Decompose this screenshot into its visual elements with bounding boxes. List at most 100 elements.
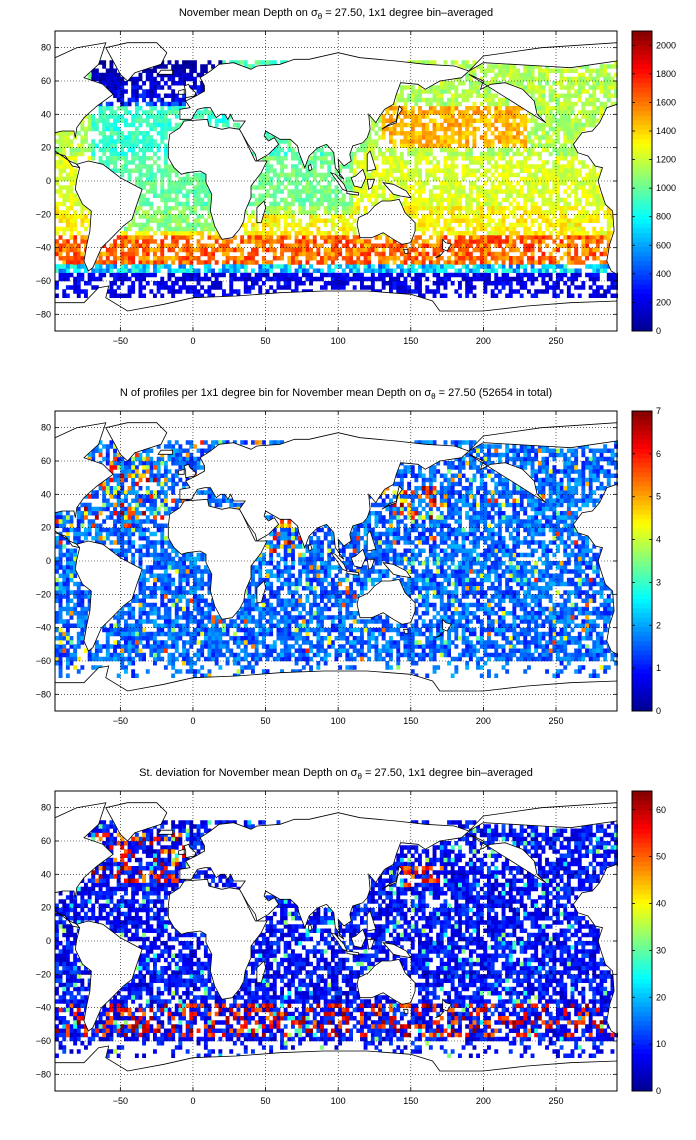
- coastlines: [54, 802, 618, 1092]
- colorbar-segment: [632, 922, 652, 928]
- colorbar-segment: [632, 204, 652, 210]
- colorbar-segment: [632, 800, 652, 806]
- landmass: [356, 958, 416, 1005]
- colorbar-segment: [632, 978, 652, 984]
- colorbar-segment: [632, 668, 652, 674]
- colorbar-segment: [632, 701, 652, 707]
- colorbar-segment: [632, 40, 652, 46]
- colorbar-segment: [632, 584, 652, 590]
- data-cells: [84, 264, 593, 273]
- landmass: [435, 630, 445, 639]
- colorbar-segment: [632, 626, 652, 632]
- colorbar-segment: [632, 176, 652, 182]
- colorbar-segment: [632, 166, 652, 173]
- colorbar-segment: [632, 476, 652, 482]
- colorbar-segment: [632, 687, 652, 693]
- title-prefix: November mean Depth on: [179, 7, 311, 19]
- colorbar-segment: [632, 1048, 652, 1054]
- data-cells: [55, 440, 618, 678]
- x-tick-label: 200: [476, 336, 491, 346]
- x-tick-label: 0: [190, 336, 195, 346]
- colorbar-segment: [632, 429, 652, 435]
- x-tick-label: 0: [190, 1096, 195, 1106]
- colorbar-tick-label: 200: [656, 297, 671, 307]
- x-tick-label: 250: [548, 336, 563, 346]
- colorbar-segment: [632, 856, 652, 862]
- colorbar-tick-label: 1600: [656, 97, 676, 107]
- colorbar-segment: [632, 96, 652, 102]
- colorbar-segment: [632, 77, 652, 83]
- heatmap-cells: [55, 440, 618, 678]
- colorbar-segment: [632, 523, 652, 529]
- colorbar-segment: [632, 880, 652, 886]
- colorbar-segment: [632, 556, 652, 562]
- grid: [55, 411, 617, 711]
- colorbar-frame: [631, 30, 653, 332]
- colorbar-tick-label: 10: [656, 1039, 666, 1049]
- y-tick-label: −40: [36, 623, 51, 633]
- colorbar-segment: [632, 837, 652, 843]
- heatmap-cells: [55, 60, 619, 298]
- landmass: [382, 942, 412, 959]
- colorbar-segment: [632, 645, 652, 651]
- y-tick-label: 40: [41, 869, 51, 879]
- colorbar-segment: [632, 457, 652, 463]
- landmass: [105, 42, 168, 82]
- landmass: [402, 628, 409, 634]
- colorbar-segment: [632, 570, 652, 576]
- x-tick-label: 250: [548, 1096, 563, 1106]
- colorbar-segment: [632, 607, 652, 613]
- colorbar-segment: [632, 593, 652, 599]
- landmass: [402, 248, 409, 254]
- colorbar-segment: [632, 481, 652, 487]
- colorbar-segment: [632, 936, 652, 942]
- landmass: [435, 1010, 445, 1019]
- colorbar-segment: [632, 1081, 652, 1087]
- colorbar-segment: [632, 528, 652, 534]
- colorbar-segment: [632, 945, 652, 951]
- colorbar-segment: [632, 307, 652, 313]
- colorbar-segment: [632, 598, 652, 604]
- colorbar-segment: [632, 443, 652, 449]
- colorbar-segment: [632, 232, 652, 238]
- colorbar-segment: [632, 917, 652, 923]
- data-cells: [98, 60, 223, 65]
- colorbar-segment: [632, 912, 652, 918]
- landmass: [167, 118, 268, 240]
- colorbar-segment: [632, 514, 652, 520]
- colorbar-segment: [632, 926, 652, 933]
- y-tick-label: 0: [46, 936, 51, 946]
- landmass: [468, 802, 618, 1035]
- colorbar-tick-label: 30: [656, 945, 666, 955]
- colorbar-segment: [632, 1001, 652, 1008]
- data-cells: [76, 849, 517, 1038]
- map-panel-depth: −50 0 50 100 150 200 250 −80 −60 −40 −20 0 20 40 60 80 N…: [36, 7, 676, 346]
- colorbar-segment: [632, 973, 652, 979]
- colorbar-tick-label: 2: [656, 620, 661, 630]
- data-cells: [55, 60, 618, 232]
- colorbar-segment: [632, 621, 652, 628]
- landmass: [366, 558, 376, 570]
- x-axis: −50 0 50 100 150 200 250: [113, 791, 564, 1106]
- colorbar-segment: [632, 579, 652, 585]
- y-tick-label: 80: [41, 43, 51, 53]
- colorbar-tick-label: 600: [656, 240, 671, 250]
- landmass: [381, 105, 403, 130]
- colorbar-segment: [632, 898, 652, 904]
- y-tick-label: 20: [41, 523, 51, 533]
- colorbar-segment: [632, 73, 652, 79]
- landmass: [366, 178, 376, 190]
- landmass: [157, 69, 173, 75]
- landmass: [157, 829, 173, 835]
- colorbar-segment: [632, 162, 652, 168]
- landmass: [350, 548, 367, 569]
- data-cells: [55, 60, 618, 236]
- colorbar-segment: [632, 696, 652, 703]
- y-tick-label: −60: [36, 1036, 51, 1046]
- chart-title: November mean Depth on σθ = 27.50, 1x1 d…: [179, 7, 493, 21]
- colorbar-segment: [632, 823, 652, 829]
- colorbar-segment: [632, 143, 652, 149]
- colorbar-segment: [632, 833, 652, 839]
- colorbar-segment: [632, 134, 652, 140]
